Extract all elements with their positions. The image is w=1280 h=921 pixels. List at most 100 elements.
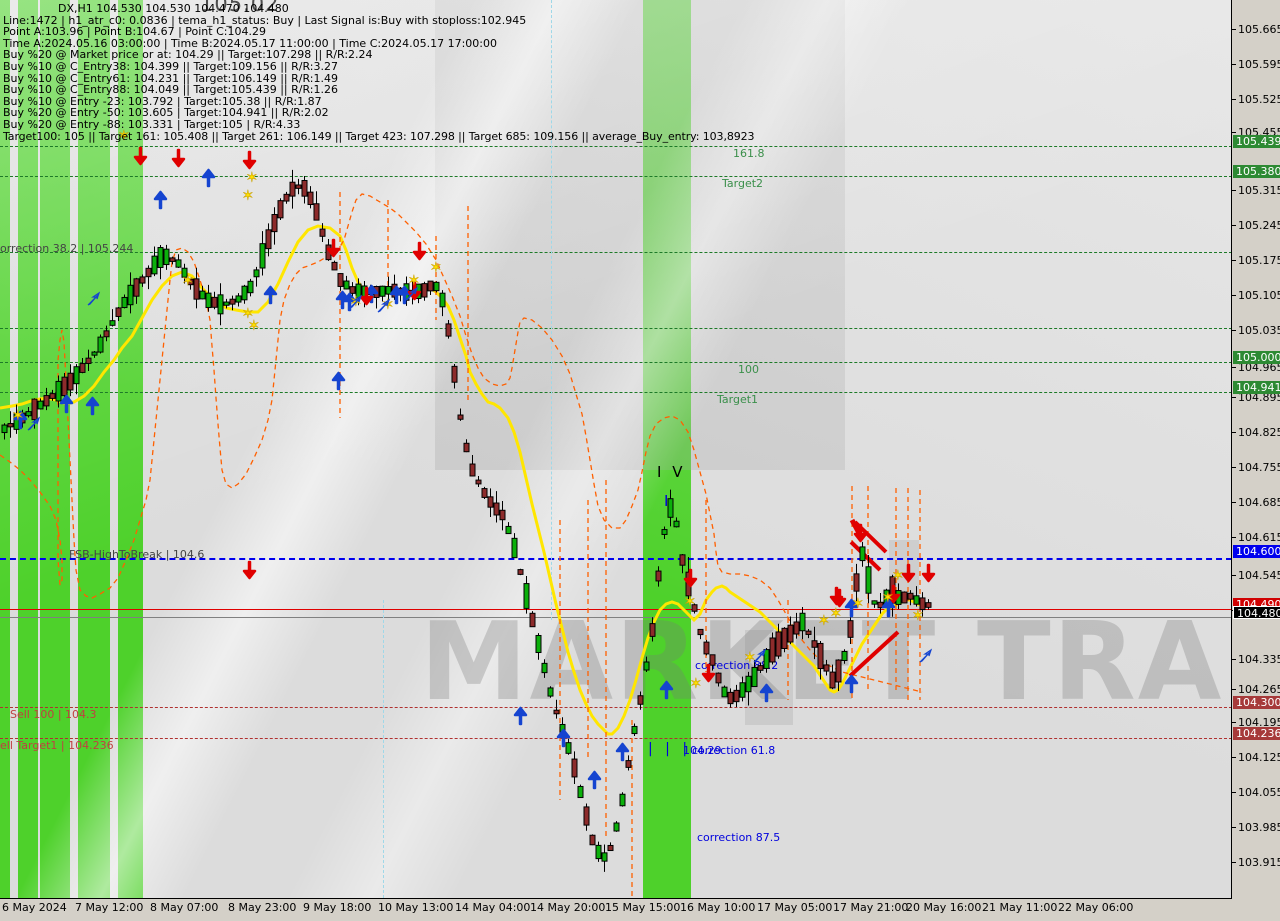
price-tick: 105.525 — [1232, 94, 1280, 106]
sell-arrow-icon — [701, 663, 716, 683]
candle-body — [205, 292, 212, 309]
price-tick: 104.825 — [1232, 427, 1280, 439]
candle-body — [151, 255, 158, 275]
buy-arrow-icon — [389, 285, 404, 305]
buy-arrow-icon — [844, 674, 859, 694]
buy-arrow-icon — [263, 285, 278, 305]
pivot-star-icon: ✶ — [248, 318, 260, 334]
candle-body — [703, 641, 710, 655]
price-tick: 104.895 — [1232, 392, 1280, 404]
sell-arrow-icon — [683, 568, 698, 588]
buy-arrow-icon — [397, 285, 412, 305]
price-tick: 105.245 — [1232, 220, 1280, 232]
candle-body — [463, 442, 470, 453]
candle-body — [91, 351, 98, 356]
candle-body — [709, 654, 716, 666]
candle-body — [763, 649, 770, 669]
buy-arrow-icon — [331, 371, 346, 391]
time-marker — [383, 600, 384, 898]
price-tag: 105.380 — [1233, 165, 1280, 178]
candle-body — [457, 414, 464, 420]
candle-body — [217, 294, 224, 315]
candle-body — [433, 281, 440, 292]
candle-body — [847, 620, 854, 638]
price-tick: 104.055 — [1232, 787, 1280, 799]
buy-arrow-icon — [615, 742, 630, 762]
price-tag: 105.439 — [1233, 135, 1280, 148]
time-tick: 16 May 10:00 — [680, 901, 756, 914]
candle-body — [691, 604, 698, 612]
price-tick: 104.195 — [1232, 717, 1280, 729]
label-correction-61-8: correction 61.8 — [692, 744, 776, 757]
candle-body — [841, 651, 848, 661]
pivot-star-icon: ✶ — [818, 613, 830, 629]
time-tick: 17 May 21:00 — [833, 901, 909, 914]
candle-body — [739, 682, 746, 698]
time-tick: 14 May 20:00 — [530, 901, 606, 914]
price-tick: 104.265 — [1232, 684, 1280, 696]
candle-body — [517, 569, 524, 575]
time-tick: 21 May 11:00 — [982, 901, 1058, 914]
time-tick: 22 May 06:00 — [1058, 901, 1134, 914]
level-line-100 — [0, 362, 1232, 363]
level-line-fsb — [0, 558, 1232, 560]
candle-body — [619, 793, 626, 807]
pivot-star-icon: ✶ — [690, 676, 702, 692]
label-sell-target1: ell Target1 | 104.236 — [0, 739, 114, 752]
candle-body — [427, 280, 434, 292]
candle-body — [469, 463, 476, 477]
info-symbol-line: DX,H1 104.530 104.530 104.470 104.480 — [58, 2, 289, 15]
candle-body — [289, 181, 296, 197]
info-line: Buy %10 @ C_Entry88: 104.049 || Target:1… — [3, 83, 338, 97]
weak-signal-icon — [405, 286, 419, 301]
time-axis[interactable]: 6 May 2024 7 May 12:00 8 May 07:00 8 May 23… — [0, 898, 1232, 921]
buy-arrow-icon — [335, 290, 350, 310]
candle-body — [199, 290, 206, 300]
buy-arrow-icon — [844, 598, 859, 618]
candle-body — [121, 296, 128, 309]
price-tick: 103.985 — [1232, 822, 1280, 834]
price-tick: 104.965 — [1232, 362, 1280, 374]
candle-body — [745, 675, 752, 693]
price-tick: 104.125 — [1232, 752, 1280, 764]
candle-body — [697, 628, 704, 636]
candle-body — [811, 640, 818, 648]
candle-body — [673, 520, 680, 528]
candle-body — [805, 630, 812, 635]
weak-signal-icon — [753, 648, 767, 663]
level-line-sell100 — [0, 707, 1232, 708]
candle-body — [859, 546, 866, 562]
candle-body — [757, 665, 764, 671]
chart-plot-area[interactable]: MARKET TRADE orrection 38.2 | 105.244 16… — [0, 0, 1232, 898]
pivot-star-icon: ✶ — [12, 408, 24, 424]
candle-body — [835, 659, 842, 683]
candle-body — [451, 365, 458, 383]
price-tick: 104.545 — [1232, 570, 1280, 582]
candle-body — [445, 323, 452, 337]
price-axis[interactable]: 105.665 105.595 105.525 105.455 105.315 105.2… — [1231, 0, 1280, 898]
level-line-target2 — [0, 176, 1232, 177]
candle-body — [853, 573, 860, 592]
label-target2: Target2 — [722, 177, 764, 190]
buy-arrow-icon — [364, 284, 379, 304]
sell-arrow-icon — [853, 523, 868, 543]
time-tick: 6 May 2024 — [2, 901, 67, 914]
candle-body — [907, 592, 914, 600]
price-tag: 105.000 — [1233, 351, 1280, 364]
label-correction-38-2: orrection 38.2 | 105.244 — [0, 242, 134, 255]
price-tick: 104.615 — [1232, 532, 1280, 544]
sell-arrow-icon — [171, 148, 186, 168]
candle-body — [499, 509, 506, 521]
buy-arrow-icon — [881, 598, 896, 618]
time-tick: 8 May 23:00 — [228, 901, 297, 914]
price-tick: 105.105 — [1232, 290, 1280, 302]
pivot-star-icon: ✶ — [852, 596, 864, 612]
candle-body — [823, 664, 830, 672]
candle-body — [631, 725, 638, 735]
candle-body — [295, 184, 302, 189]
pivot-star-icon: ✶ — [430, 260, 442, 276]
candle-body — [85, 357, 92, 364]
candle-body — [265, 229, 272, 250]
candle-body — [727, 691, 734, 705]
